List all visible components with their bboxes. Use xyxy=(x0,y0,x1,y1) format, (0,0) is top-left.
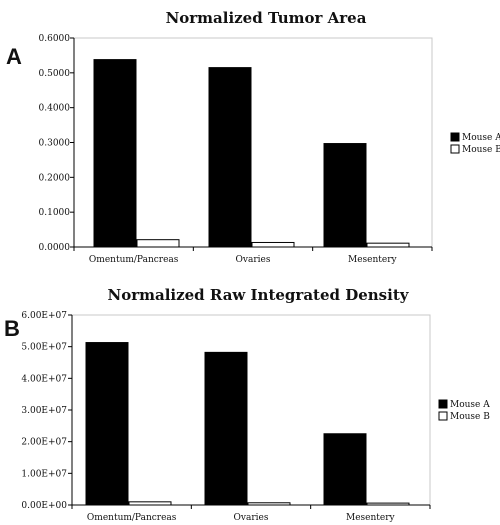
legend-label: Mouse A xyxy=(450,400,490,410)
category-labels: Omentum/Pancreas Ovaries Mesentery xyxy=(87,513,396,523)
bar-mouse-b xyxy=(247,502,291,506)
x-category-label: Mesentery xyxy=(346,513,396,523)
panel-label: A xyxy=(6,44,22,69)
bar-mouse-a xyxy=(208,67,252,248)
y-tick-label: 1.00E+07 xyxy=(21,469,67,479)
bar-mouse-b xyxy=(366,242,410,248)
y-tick-label: 5.00E+07 xyxy=(21,343,67,353)
legend-swatch xyxy=(450,144,460,154)
chart-title: Normalized Raw Integrated Density xyxy=(108,286,410,304)
y-tick-label: 0.3000 xyxy=(39,139,71,149)
panel-label: B xyxy=(4,316,20,341)
legend-swatch xyxy=(450,132,460,142)
bar-mouse-b xyxy=(366,502,410,506)
bar-mouse-a xyxy=(93,59,137,248)
y-tick-label: 3.00E+07 xyxy=(21,406,67,416)
y-tick-label: 6.00E+07 xyxy=(21,311,67,321)
bar-mouse-b xyxy=(251,241,295,248)
legend-label: Mouse B xyxy=(462,145,500,155)
legend: Mouse A Mouse B xyxy=(438,399,490,422)
y-tick-label: 2.00E+07 xyxy=(21,438,67,448)
x-category-label: Ovaries xyxy=(234,513,269,523)
y-tick-label: 0.2000 xyxy=(39,173,71,183)
bars xyxy=(93,59,410,248)
y-tick-label: 0.00E+00 xyxy=(21,501,67,511)
y-tick-label: 4.00E+07 xyxy=(21,374,67,384)
chart-panel-b: Normalized Raw Integrated Density B 0.00… xyxy=(4,286,490,523)
bar-mouse-a xyxy=(85,342,129,506)
chart-panel-a: Normalized Tumor Area A 0.0000 0.1000 0.20… xyxy=(6,9,500,265)
legend-label: Mouse A xyxy=(462,133,500,143)
x-category-label: Omentum/Pancreas xyxy=(87,513,177,523)
y-tick-label: 0.0000 xyxy=(39,243,71,253)
x-category-label: Mesentery xyxy=(348,255,398,265)
bar-mouse-a xyxy=(323,143,367,248)
y-tick-label: 0.6000 xyxy=(39,34,71,44)
y-tick-label: 0.4000 xyxy=(39,104,71,114)
x-category-label: Ovaries xyxy=(236,255,271,265)
chart-title: Normalized Tumor Area xyxy=(166,9,367,27)
bar-mouse-b xyxy=(136,239,180,248)
y-tick-label: 0.1000 xyxy=(39,208,71,218)
legend-swatch xyxy=(438,411,448,421)
legend-swatch xyxy=(438,399,448,409)
axes: 0.00E+00 1.00E+07 2.00E+07 3.00E+07 4.00E+07… xyxy=(21,311,431,511)
x-category-label: Omentum/Pancreas xyxy=(89,255,179,265)
bar-mouse-a xyxy=(323,433,367,506)
bar-mouse-a xyxy=(204,351,248,506)
y-tick-label: 0.5000 xyxy=(39,69,71,79)
legend-label: Mouse B xyxy=(450,412,490,422)
category-labels: Omentum/Pancreas Ovaries Mesentery xyxy=(89,255,398,265)
bar-mouse-b xyxy=(128,501,172,506)
bars xyxy=(85,342,410,506)
legend: Mouse A Mouse B xyxy=(450,132,500,155)
